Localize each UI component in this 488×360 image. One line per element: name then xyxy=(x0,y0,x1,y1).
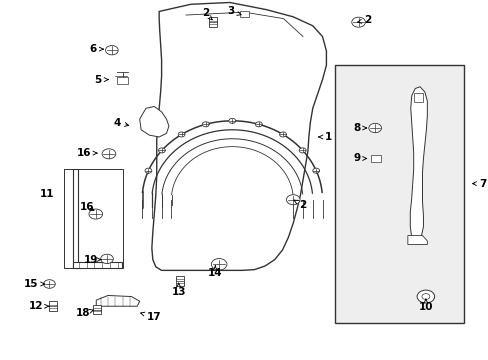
Text: 8: 8 xyxy=(352,123,366,133)
Text: 16: 16 xyxy=(80,202,95,212)
Circle shape xyxy=(158,148,165,153)
Bar xyxy=(93,305,101,314)
Bar xyxy=(413,93,422,102)
Text: 11: 11 xyxy=(40,189,54,199)
Circle shape xyxy=(416,290,434,303)
Circle shape xyxy=(89,209,102,219)
Circle shape xyxy=(255,122,262,127)
Text: 5: 5 xyxy=(94,75,108,85)
Circle shape xyxy=(286,195,300,205)
Polygon shape xyxy=(73,262,122,267)
Text: 10: 10 xyxy=(418,299,432,312)
Text: 2: 2 xyxy=(202,8,212,20)
Text: 13: 13 xyxy=(171,283,185,297)
Polygon shape xyxy=(73,169,81,268)
Polygon shape xyxy=(152,3,326,270)
Text: 12: 12 xyxy=(28,301,49,311)
Text: 19: 19 xyxy=(83,255,101,265)
Polygon shape xyxy=(409,87,427,241)
Bar xyxy=(334,65,463,323)
Circle shape xyxy=(43,280,55,288)
Text: 17: 17 xyxy=(141,312,161,322)
Circle shape xyxy=(105,45,118,55)
Text: 2: 2 xyxy=(357,15,370,26)
Circle shape xyxy=(178,132,184,137)
Circle shape xyxy=(202,122,209,127)
Circle shape xyxy=(145,168,152,173)
Text: 3: 3 xyxy=(227,6,241,17)
Polygon shape xyxy=(407,235,427,244)
Circle shape xyxy=(312,168,319,173)
Bar xyxy=(370,155,380,162)
Polygon shape xyxy=(96,296,140,306)
Text: 4: 4 xyxy=(113,118,128,128)
Circle shape xyxy=(101,254,113,264)
Circle shape xyxy=(351,17,365,27)
Text: 7: 7 xyxy=(471,179,486,189)
Text: 2: 2 xyxy=(293,200,306,210)
Text: 14: 14 xyxy=(207,265,222,278)
Text: 9: 9 xyxy=(352,153,366,163)
Bar xyxy=(117,77,128,84)
Circle shape xyxy=(368,123,381,133)
Text: 1: 1 xyxy=(318,132,331,142)
Text: 16: 16 xyxy=(76,148,97,158)
Circle shape xyxy=(102,149,116,159)
Circle shape xyxy=(228,118,235,123)
Bar xyxy=(240,12,248,17)
Text: 18: 18 xyxy=(75,309,93,318)
Circle shape xyxy=(299,148,305,153)
Bar xyxy=(176,276,183,286)
Bar xyxy=(49,301,57,311)
Circle shape xyxy=(279,132,286,137)
Polygon shape xyxy=(140,107,168,137)
Text: 15: 15 xyxy=(23,279,44,289)
Text: 6: 6 xyxy=(89,44,103,54)
Bar xyxy=(208,17,216,27)
Circle shape xyxy=(211,258,226,270)
Circle shape xyxy=(421,294,429,300)
